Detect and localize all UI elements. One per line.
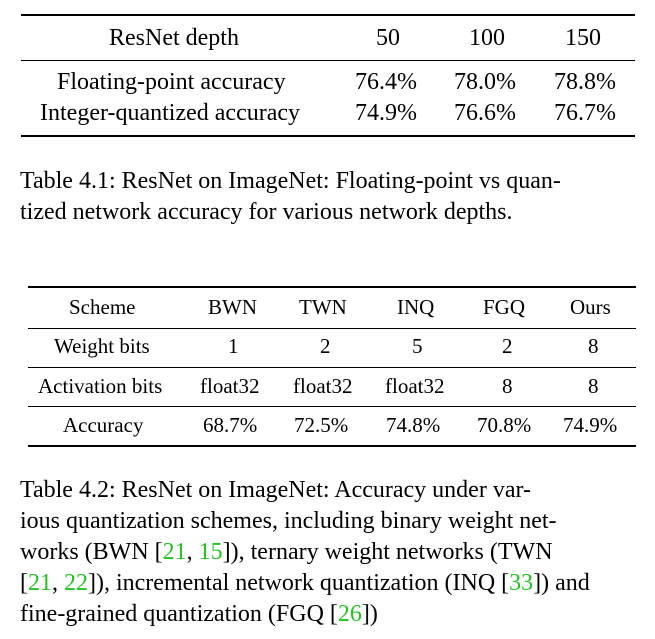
table1-row-label: Floating-point accuracy xyxy=(57,69,286,95)
table1-top-rule xyxy=(21,14,635,16)
caption-text: ]), incremental network quantization (IN… xyxy=(88,570,510,596)
caption-text: works (BWN [ xyxy=(20,539,163,565)
table2-cell: 1 xyxy=(228,334,239,358)
table2-cell: 5 xyxy=(412,334,423,358)
citation-link[interactable]: 15 xyxy=(198,539,223,565)
table2-cell: 72.5% xyxy=(294,413,349,437)
table2-row-label: Activation bits xyxy=(38,374,163,398)
table1-cell: 76.7% xyxy=(554,100,616,126)
table2-header-scheme: Scheme xyxy=(69,295,136,319)
table2-header-twn: TWN xyxy=(299,295,347,319)
citation-link[interactable]: 22 xyxy=(64,570,88,596)
table2-caption-line: works (BWN [21, 15]), ternary weight net… xyxy=(20,537,553,568)
table1-cell: 78.8% xyxy=(554,69,616,95)
table2-cell: 68.7% xyxy=(203,413,258,437)
table2-rule xyxy=(28,328,636,329)
table1-row-label: Integer-quantized accuracy xyxy=(40,100,301,126)
table2-cell: 74.9% xyxy=(563,413,618,437)
caption-text: ]) and xyxy=(533,570,590,596)
table1-caption-line: Table 4.1: ResNet on ImageNet: Floating-… xyxy=(20,168,561,194)
table2-cell: float32 xyxy=(385,374,445,398)
table2-cell: 70.8% xyxy=(477,413,532,437)
caption-text: ious quantization schemes, including bin… xyxy=(20,508,557,534)
table1-header-50: 50 xyxy=(376,25,400,51)
table1-header-100: 100 xyxy=(469,25,505,51)
table2-bottom-rule xyxy=(28,445,636,447)
table2-header-bwn: BWN xyxy=(208,295,257,319)
citation-link[interactable]: 21 xyxy=(162,539,187,565)
table1-bottom-rule xyxy=(21,135,635,137)
table2-cell: 8 xyxy=(588,334,599,358)
caption-text: , xyxy=(186,539,199,565)
citation-link[interactable]: 33 xyxy=(509,570,534,596)
table2-cell: float32 xyxy=(200,374,260,398)
table1-cell: 74.9% xyxy=(355,100,417,126)
table2-top-rule xyxy=(28,286,636,288)
table2-caption-line: Table 4.2: ResNet on ImageNet: Accuracy … xyxy=(20,475,531,506)
table2-rule xyxy=(28,406,636,407)
table2-row-label: Accuracy xyxy=(63,413,144,437)
caption-text: fine-grained quantization (FGQ [ xyxy=(20,601,338,627)
caption-text: ]), ternary weight networks (TWN xyxy=(222,539,553,565)
table1-cell: 76.4% xyxy=(355,69,417,95)
caption-text: Table 4.2: ResNet on ImageNet: Accuracy … xyxy=(20,477,531,503)
table2-cell: 74.8% xyxy=(386,413,441,437)
table2-cell: 2 xyxy=(320,334,331,358)
table1-mid-rule xyxy=(21,60,635,61)
table2-cell: 8 xyxy=(502,374,513,398)
table2-header-inq: INQ xyxy=(397,295,435,319)
table2-header-ours: Ours xyxy=(570,295,611,319)
table2-header-fgq: FGQ xyxy=(483,295,526,319)
table1-cell: 76.6% xyxy=(454,100,516,126)
table1-header-label: ResNet depth xyxy=(109,25,239,51)
table2-row-label: Weight bits xyxy=(54,334,150,358)
table2-cell: float32 xyxy=(293,374,353,398)
caption-text: , xyxy=(52,570,64,596)
table2-caption-line: ious quantization schemes, including bin… xyxy=(20,506,557,537)
citation-link[interactable]: 26 xyxy=(337,601,362,627)
table1-caption-line: tized network accuracy for various netwo… xyxy=(20,199,513,225)
caption-text: [ xyxy=(20,570,28,596)
table2-rule xyxy=(28,367,636,368)
table2-cell: 2 xyxy=(502,334,513,358)
table1-header-150: 150 xyxy=(565,25,601,51)
table2-cell: 8 xyxy=(588,374,599,398)
table2-caption-line: [21, 22]), incremental network quantizat… xyxy=(20,568,590,599)
caption-text: ]) xyxy=(361,601,378,627)
table1-cell: 78.0% xyxy=(454,69,516,95)
citation-link[interactable]: 21 xyxy=(28,570,52,596)
table2-caption-line: fine-grained quantization (FGQ [26]) xyxy=(20,599,378,630)
